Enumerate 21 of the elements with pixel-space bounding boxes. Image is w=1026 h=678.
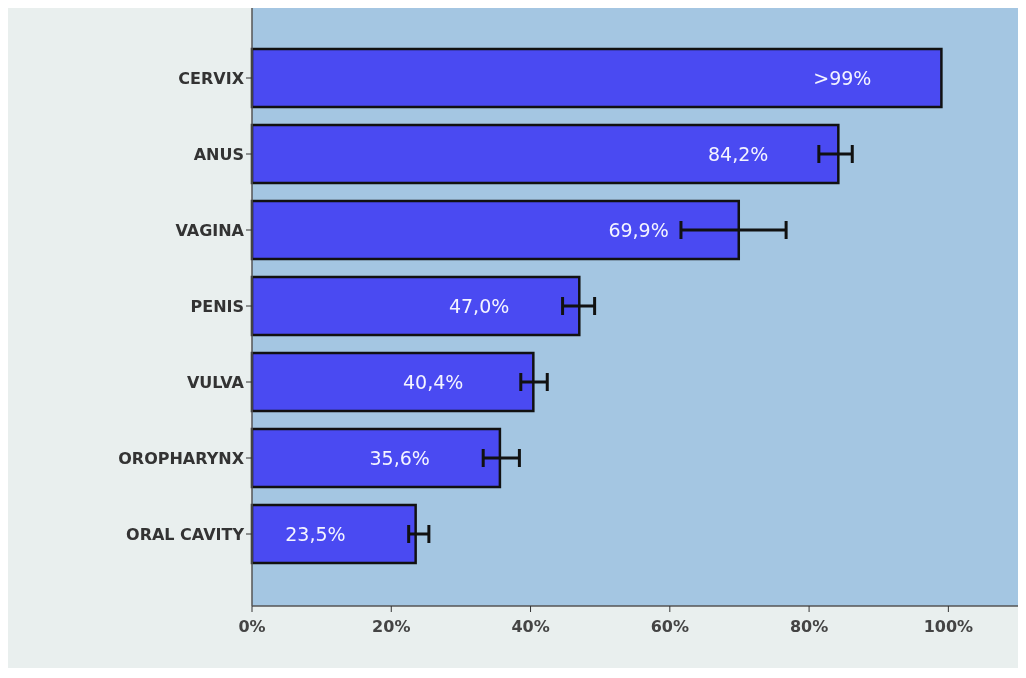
y-tick-label: PENIS <box>190 296 244 316</box>
data-label: 23,5% <box>285 522 346 545</box>
y-tick-label: OROPHARYNX <box>118 448 245 468</box>
y-tick-label: VAGINA <box>175 220 245 240</box>
y-tick-label: VULVA <box>186 372 245 392</box>
x-tick-label: 0% <box>238 617 266 636</box>
data-label: 69,9% <box>608 218 669 241</box>
x-tick-label: 80% <box>789 617 829 636</box>
x-tick-label: 20% <box>372 617 411 636</box>
y-tick-label: ORAL CAVITY <box>126 524 245 544</box>
x-tick-label: 60% <box>650 617 689 636</box>
data-label: 47,0% <box>448 294 510 317</box>
data-label: >99% <box>813 66 872 89</box>
y-tick-label: CERVIX <box>178 68 245 88</box>
y-tick-label: ANUS <box>193 144 244 164</box>
x-tick-label: 100% <box>923 617 974 636</box>
data-label: 35,6% <box>369 446 430 469</box>
bar <box>250 47 943 109</box>
data-label: 84,2% <box>707 142 769 165</box>
x-tick-label: 40% <box>511 617 550 636</box>
data-label: 40,4% <box>402 370 464 393</box>
